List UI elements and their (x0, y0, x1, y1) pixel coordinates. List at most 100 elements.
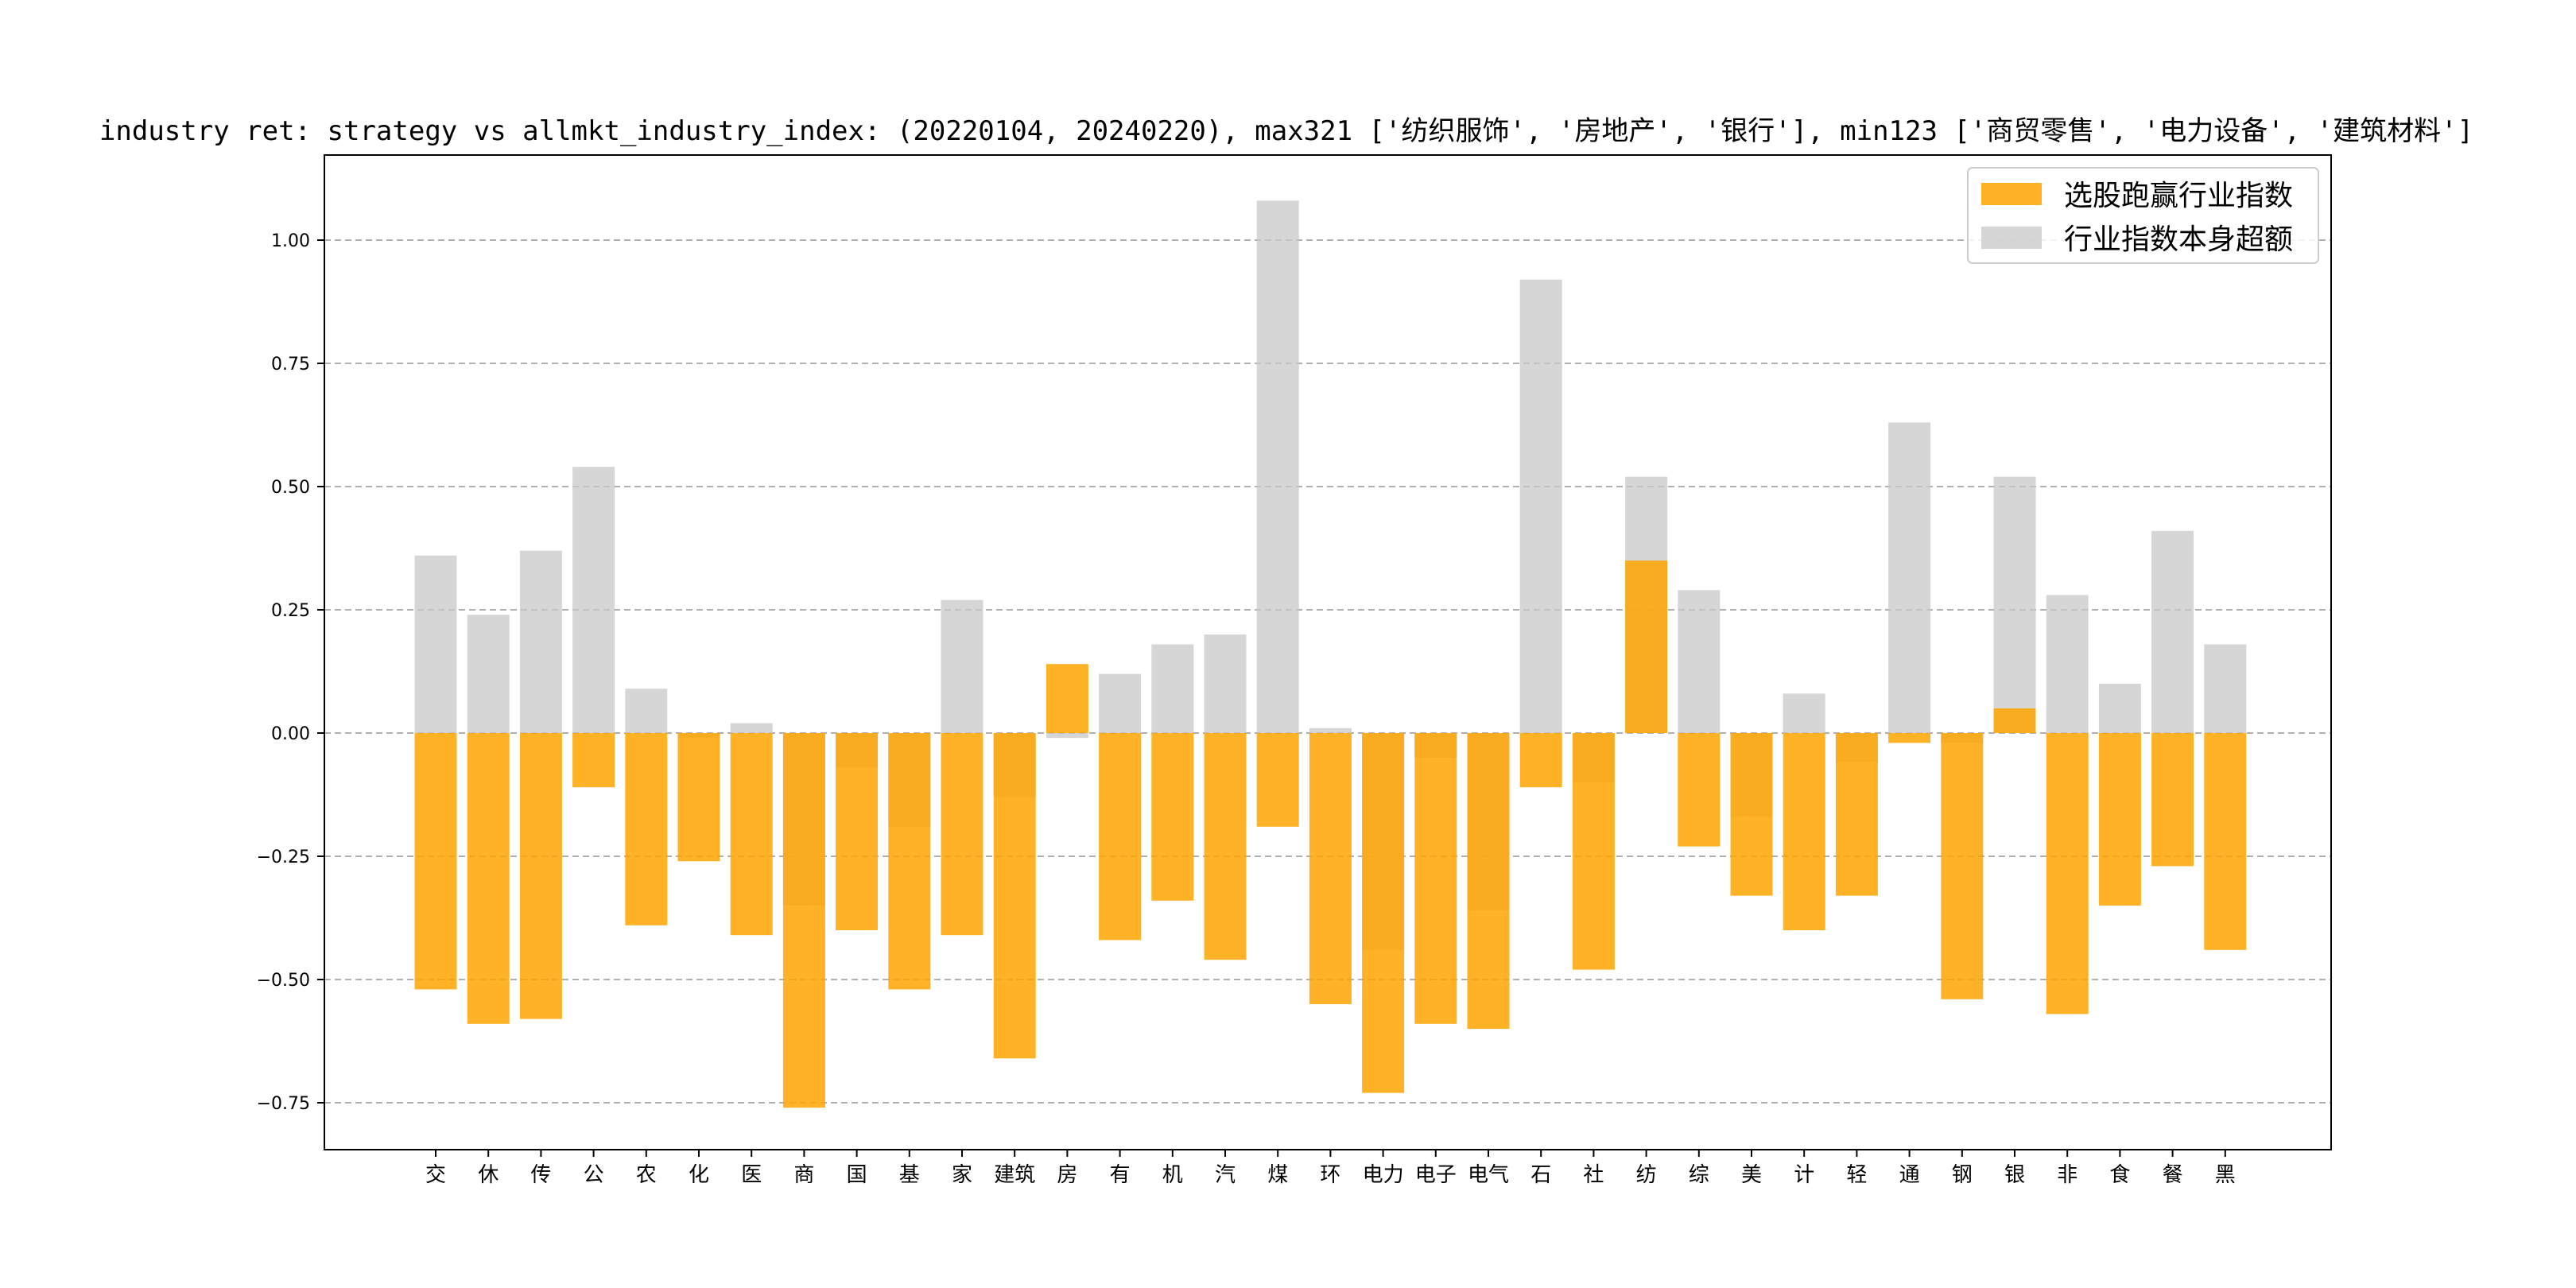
bar-industry-index (2151, 530, 2194, 733)
bar-strategy (625, 733, 668, 925)
x-tick-label: 汽 (1215, 1163, 1236, 1187)
bar-strategy (1993, 708, 2036, 733)
bar-industry-index (1678, 590, 1721, 733)
bar-industry-index (730, 723, 773, 733)
x-tick-label: 餐 (2163, 1163, 2183, 1187)
x-tick-label: 基 (899, 1163, 920, 1187)
bar-strategy (2098, 733, 2141, 906)
bar-industry-index (625, 689, 668, 733)
x-tick-label: 食 (2109, 1163, 2130, 1187)
bar-industry-index (1993, 476, 2036, 733)
bar-strategy (2046, 733, 2089, 1014)
bar-industry-index (467, 615, 510, 733)
bar-strategy (1362, 733, 1405, 1093)
x-tick-label: 医 (741, 1163, 762, 1187)
bar-strategy (1625, 561, 1668, 733)
x-tick-label: 电气 (1468, 1163, 1509, 1187)
bar-industry-index (1519, 279, 1562, 734)
bar-strategy (2151, 733, 2194, 867)
y-tick-label: 0.75 (271, 355, 310, 374)
bar-strategy (1046, 664, 1088, 733)
bar-strategy (1151, 733, 1194, 901)
bar-strategy (2204, 733, 2247, 950)
bar-strategy (1099, 733, 1142, 941)
x-tick-label: 国 (847, 1163, 867, 1187)
x-tick-label: 传 (530, 1163, 551, 1187)
x-tick-label: 农 (636, 1163, 657, 1187)
bar-strategy (836, 733, 879, 930)
x-axis: 交 休 传 公 农 化 医 商 国 基 家建筑房 有 机 汽 煤 环电力 电子 电气石 社 纺 综 美 计 轻 通 钢 银 非 食 餐 黑 (425, 1150, 2236, 1187)
x-tick-label: 通 (1899, 1163, 1920, 1187)
y-tick-label: −0.75 (257, 1094, 310, 1114)
legend: 选股跑赢行业指数 行业指数本身超额 (1967, 167, 2319, 264)
bar-strategy (782, 733, 825, 1108)
x-tick-label: 机 (1162, 1163, 1183, 1187)
bar-industry-index (1151, 644, 1194, 733)
x-tick-label: 综 (1689, 1163, 1709, 1187)
bar-industry-index (1046, 733, 1088, 739)
bar-strategy (1414, 733, 1457, 1024)
bar-industry-index (1783, 693, 1825, 733)
bar-industry-index (572, 467, 615, 733)
y-tick-label: 0.00 (271, 724, 310, 744)
x-tick-label: 社 (1583, 1163, 1604, 1187)
bar-industry-index (1888, 422, 1931, 733)
x-tick-label: 化 (689, 1163, 709, 1187)
bar-industry-index (2098, 684, 2141, 733)
y-tick-label: −0.50 (257, 971, 310, 991)
y-tick-label: −0.25 (257, 848, 310, 867)
x-tick-label: 非 (2057, 1163, 2077, 1187)
bar-industry-index (941, 599, 983, 733)
bar-strategy (1888, 733, 1931, 743)
bar-strategy (1572, 733, 1615, 970)
bar-strategy (677, 733, 720, 862)
x-tick-label: 煤 (1267, 1163, 1288, 1187)
y-tick-label: 1.00 (271, 231, 310, 251)
legend-swatch-strategy (1981, 183, 2042, 205)
x-tick-label: 电子 (1415, 1163, 1457, 1187)
bar-strategy (1941, 733, 1984, 999)
x-tick-label: 房 (1057, 1163, 1077, 1187)
bar-industry-index (2204, 644, 2247, 733)
x-tick-label: 环 (1320, 1163, 1340, 1187)
bar-strategy (941, 733, 983, 936)
bar-strategy (1835, 733, 1878, 896)
bar-strategy (1678, 733, 1721, 847)
bar-strategy (414, 733, 457, 990)
bar-industry-index (414, 555, 457, 733)
series-strategy (414, 561, 2247, 1108)
x-tick-label: 石 (1530, 1163, 1551, 1187)
x-tick-label: 商 (793, 1163, 814, 1187)
bar-industry-index (1099, 673, 1142, 733)
x-tick-label: 交 (425, 1163, 446, 1187)
bar-strategy (888, 733, 931, 990)
chart-title: industry ret: strategy vs allmkt_industr… (99, 115, 2473, 147)
x-tick-label: 休 (478, 1163, 499, 1187)
x-tick-label: 电力 (1363, 1163, 1404, 1187)
x-tick-label: 钢 (1952, 1163, 1973, 1187)
x-tick-label: 建筑 (994, 1163, 1035, 1187)
bar-industry-index (1256, 200, 1299, 733)
bar-strategy (1467, 733, 1510, 1029)
bar-strategy (1519, 733, 1562, 788)
bar-industry-index (2046, 595, 2089, 733)
x-tick-label: 银 (2004, 1163, 2025, 1187)
x-tick-label: 纺 (1636, 1163, 1657, 1187)
bar-strategy (572, 733, 615, 788)
bar-strategy (1256, 733, 1299, 827)
x-tick-label: 有 (1110, 1163, 1131, 1187)
bar-strategy (1730, 733, 1773, 896)
bar-strategy (730, 733, 773, 936)
legend-label-industry-index: 行业指数本身超额 (2064, 223, 2293, 256)
x-tick-label: 计 (1794, 1163, 1814, 1187)
bar-strategy (467, 733, 510, 1024)
y-tick-label: 0.25 (271, 601, 310, 621)
legend-label-strategy: 选股跑赢行业指数 (2064, 180, 2293, 212)
x-tick-label: 公 (584, 1163, 604, 1187)
bar-strategy (993, 733, 1036, 1059)
plot-frame (324, 154, 2332, 1150)
legend-swatch-industry-index (1981, 227, 2042, 249)
y-axis: −0.75 −0.50 −0.25 0.00 0.25 0.50 0.75 1.00 (257, 231, 324, 1114)
bar-industry-index (1204, 634, 1247, 733)
